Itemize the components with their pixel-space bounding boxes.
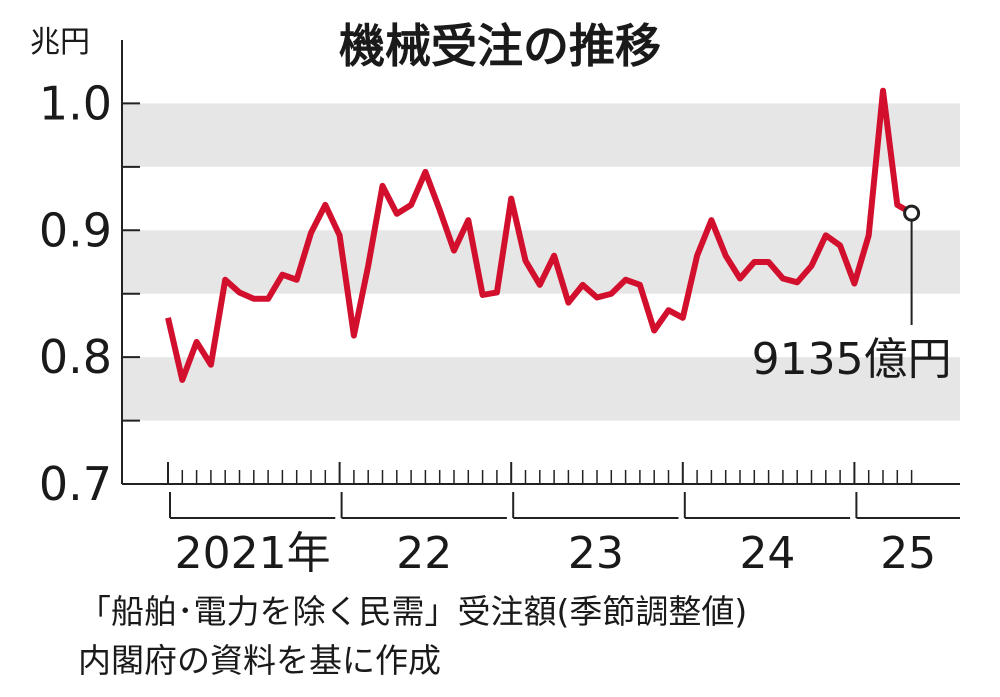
note: 「船舶･電力を除く民需」受注額(季節調整値) [78, 592, 747, 631]
y-tick-label: 0.9 [39, 203, 112, 257]
band [122, 357, 960, 421]
y-unit: 兆円 [30, 25, 90, 60]
year-label: 23 [568, 528, 624, 579]
year-label: 22 [396, 528, 452, 579]
value-label: 9135億円 [752, 334, 952, 385]
year-label: 2021年 [175, 528, 331, 579]
y-tick-label: 0.7 [39, 457, 112, 511]
chart-title: 機械受注の推移 [339, 19, 661, 73]
note: 内閣府の資料を基に作成 [78, 641, 441, 680]
year-label: 24 [739, 528, 795, 579]
y-tick-label: 1.0 [39, 76, 112, 130]
y-tick-label: 0.8 [39, 330, 112, 384]
line [165, 87, 914, 383]
band [122, 103, 960, 167]
point [903, 204, 921, 222]
year-label: 25 [880, 528, 936, 579]
